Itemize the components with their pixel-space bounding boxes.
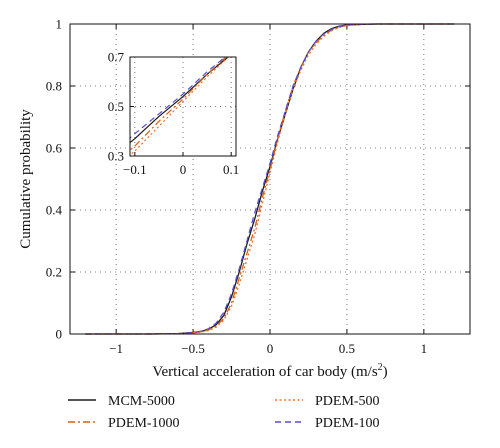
inset-x-tick-label: −0.1 [123, 162, 147, 177]
inset-y-tick-label: 0.3 [108, 149, 124, 164]
legend-label: PDEM-100 [315, 416, 380, 431]
inset-frame [129, 56, 237, 157]
plot-frame [69, 23, 471, 335]
inset-series-line-pdem-500 [130, 57, 230, 156]
y-tick-label: 0 [56, 327, 63, 342]
x-tick-label: 1 [421, 341, 428, 356]
inset-series-line-pdem-100 [130, 57, 227, 139]
inset-background [130, 57, 236, 156]
x-tick-label: −0.5 [181, 341, 205, 356]
inset-series-line-mcm-5000 [130, 57, 230, 144]
y-axis-title: Cumulative probability [18, 109, 34, 249]
inset-series-line-pdem-1000 [130, 57, 227, 151]
y-tick-label: 0.2 [46, 265, 62, 280]
y-tick-label: 0.6 [46, 141, 63, 156]
inset-x-tick-label: 0.1 [223, 162, 239, 177]
inset-y-tick-label: 0.7 [108, 50, 125, 65]
legend-label: MCM-5000 [108, 394, 175, 409]
y-tick-label: 0.4 [46, 203, 63, 218]
x-tick-label: 0.5 [339, 341, 355, 356]
series-line-pdem-100 [85, 23, 455, 335]
inset-x-tick-label: 0 [180, 162, 187, 177]
inset-y-tick-label: 0.5 [108, 99, 124, 114]
legend-label: PDEM-1000 [108, 416, 180, 431]
y-tick-label: 0.8 [46, 79, 62, 94]
x-tick-label: −1 [109, 341, 123, 356]
x-axis-title: Vertical acceleration of car body (m/s2) [152, 362, 387, 380]
x-tick-label: 0 [267, 341, 274, 356]
legend-label: PDEM-500 [315, 394, 380, 409]
series-line-pdem-500 [85, 23, 455, 335]
y-tick-label: 1 [56, 17, 63, 32]
